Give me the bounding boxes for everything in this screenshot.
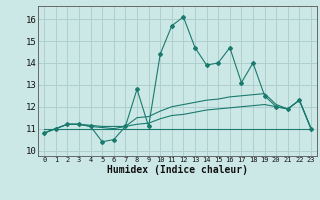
X-axis label: Humidex (Indice chaleur): Humidex (Indice chaleur) [107, 165, 248, 175]
